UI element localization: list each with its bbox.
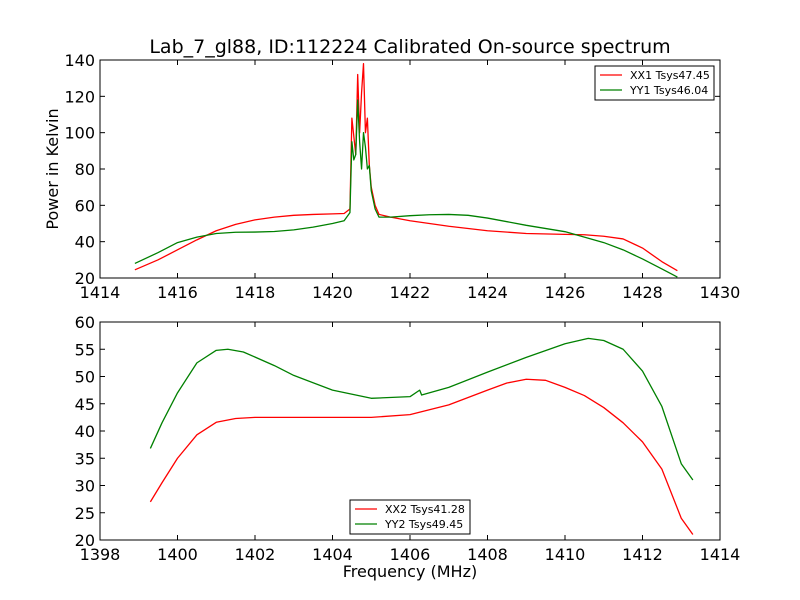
top-panel: 1414 1416 1418 1420 1422 1424 1426 1428 1430 20 40… — [64, 51, 740, 302]
bottom-y-tick-label: 60 — [75, 313, 95, 332]
bottom-series-1-line — [149, 337, 694, 481]
bottom-y-tick-label: 45 — [75, 395, 95, 414]
top-x-tick-label: 1416 — [157, 283, 198, 302]
bottom-y-tick-label: 55 — [75, 340, 95, 359]
bottom-series-0-line — [149, 378, 694, 535]
top-series-1-line — [134, 99, 678, 278]
bottom-legend-label: XX2 Tsys41.28 — [385, 503, 465, 516]
top-x-tick-label: 1414 — [80, 283, 121, 302]
top-y-tick-label: 20 — [75, 269, 95, 288]
chart-title: Lab_7_gl88, ID:112224 Calibrated On-sour… — [149, 36, 670, 58]
bottom-x-tick-label: 1408 — [467, 545, 508, 564]
top-y-tick-label: 100 — [64, 124, 95, 143]
bottom-y-tick-label: 25 — [75, 504, 95, 523]
top-x-tick-label: 1422 — [390, 283, 431, 302]
top-y-tick-label: 40 — [75, 233, 95, 252]
bottom-x-tick-label: 1398 — [80, 545, 121, 564]
x-axis-label-bottom: Frequency (MHz) — [343, 562, 477, 581]
bottom-y-tick-label: 40 — [75, 422, 95, 441]
top-x-tick-label: 1430 — [700, 283, 741, 302]
bottom-legend: XX2 Tsys41.28 YY2 Tsys49.45 — [349, 499, 471, 535]
bottom-x-tick-label: 1406 — [390, 545, 431, 564]
top-series-0-line — [134, 62, 678, 272]
bottom-y-tick-label: 20 — [75, 531, 95, 550]
top-y-tick-label: 60 — [75, 196, 95, 215]
top-legend-box — [594, 65, 715, 101]
bottom-legend-box — [349, 499, 471, 535]
bottom-y-tick-label: 30 — [75, 477, 95, 496]
top-x-tick-label: 1420 — [312, 283, 353, 302]
bottom-y-tick-label: 50 — [75, 368, 95, 387]
bottom-x-tick-label: 1404 — [312, 545, 353, 564]
top-legend: XX1 Tsys47.45 YY1 Tsys46.04 — [594, 65, 715, 101]
bottom-panel: 1398 1400 1402 1404 1406 1408 1410 1412 1414 20 25… — [75, 313, 741, 564]
top-y-tick-label: 140 — [64, 51, 95, 70]
y-axis-label-top: Power in Kelvin — [43, 108, 62, 229]
bottom-x-tick-label: 1402 — [235, 545, 276, 564]
bottom-y-tick-label: 35 — [75, 449, 95, 468]
bottom-legend-label: YY2 Tsys49.45 — [384, 518, 463, 531]
top-y-tick-label: 120 — [64, 87, 95, 106]
bottom-x-tick-label: 1400 — [157, 545, 198, 564]
bottom-x-tick-label: 1414 — [700, 545, 741, 564]
top-x-tick-label: 1418 — [235, 283, 276, 302]
top-x-tick-label: 1424 — [467, 283, 508, 302]
bottom-x-tick-label: 1410 — [545, 545, 586, 564]
top-legend-label: XX1 Tsys47.45 — [630, 69, 710, 82]
top-x-tick-label: 1426 — [545, 283, 586, 302]
bottom-x-tick-label: 1412 — [622, 545, 663, 564]
top-legend-label: YY1 Tsys46.04 — [629, 84, 708, 97]
top-x-tick-label: 1428 — [622, 283, 663, 302]
top-y-tick-label: 80 — [75, 160, 95, 179]
